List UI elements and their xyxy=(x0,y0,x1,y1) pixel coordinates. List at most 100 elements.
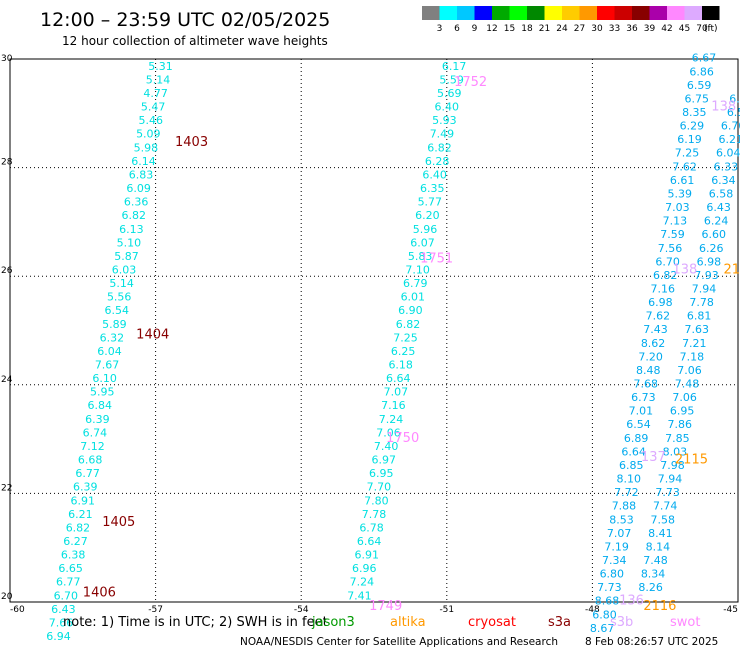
colorbar-swatch xyxy=(632,6,650,20)
track-point: 7.62 xyxy=(646,310,671,323)
track-point: 6.40 xyxy=(422,168,447,181)
track-point: 7.98 xyxy=(660,459,685,472)
track-point: 7.49 xyxy=(430,128,455,141)
track-point: 7.12 xyxy=(80,440,105,453)
track-point: 6.82 xyxy=(66,521,91,534)
track-point: 5.59 xyxy=(439,73,464,86)
track-point: 7.48 xyxy=(643,554,668,567)
track-point: 6.95 xyxy=(369,467,394,480)
plot-frame xyxy=(9,58,739,603)
track-point: 8.35 xyxy=(682,106,707,119)
track-point: 6.95 xyxy=(670,405,695,418)
track-point: 6.65 xyxy=(58,562,83,575)
track-point: 6.04 xyxy=(97,345,122,358)
track-point: 5.77 xyxy=(418,196,443,209)
track-point: 8.48 xyxy=(636,364,661,377)
track-point: 8.10 xyxy=(617,473,642,486)
track-point: 5.96 xyxy=(413,223,438,236)
track-point: 6.68 xyxy=(78,454,103,467)
track-point: 6.73 xyxy=(631,391,656,404)
track-point: 5.31 xyxy=(148,60,173,73)
pass-label: 138 xyxy=(672,262,697,277)
colorbar-unit: (ft) xyxy=(704,24,718,34)
track-point: 7.88 xyxy=(612,500,637,513)
track-point: 5.39 xyxy=(668,187,693,200)
legend-entry: s3b xyxy=(610,615,633,630)
track-point: 7.07 xyxy=(384,386,409,399)
track-point: 6.79 xyxy=(403,277,428,290)
track-point: 8.53 xyxy=(609,513,634,526)
pass-label: 136 xyxy=(619,594,644,609)
colorbar-swatch xyxy=(527,6,545,20)
track-point: 7.70 xyxy=(367,481,392,494)
colorbar-label: 45 xyxy=(679,24,690,34)
track-point: 7.16 xyxy=(381,399,406,412)
colorbar-swatch xyxy=(474,6,492,20)
track-point: 5.14 xyxy=(146,73,171,86)
x-tick-label: -57 xyxy=(148,605,163,615)
pass-label: 2116 xyxy=(643,599,676,614)
track-point: 5.83 xyxy=(408,250,433,263)
pass-label: 137 xyxy=(641,450,666,465)
track-point: 6.21 xyxy=(68,508,93,521)
pass-label: 1750 xyxy=(386,431,419,446)
chart-subtitle: 12 hour collection of altimeter wave hei… xyxy=(62,34,328,48)
track-point: 8.41 xyxy=(648,527,673,540)
y-tick-label: 28 xyxy=(1,158,13,168)
track-point: 7.62 xyxy=(672,160,697,173)
track-point: 6.39 xyxy=(85,413,110,426)
track-point: 6.82 xyxy=(427,141,452,154)
pass-label: 21 xyxy=(723,262,740,277)
colorbar-swatch xyxy=(579,6,597,20)
y-tick-label: 26 xyxy=(1,266,13,276)
track-point: 7.86 xyxy=(668,418,693,431)
track-point: 6.43 xyxy=(706,201,731,214)
legend-entry: cryosat xyxy=(468,615,516,630)
track-point: 7.94 xyxy=(658,473,683,486)
track-point: 7.06 xyxy=(677,364,702,377)
track-point: 7.78 xyxy=(689,296,714,309)
footer-timestamp: 8 Feb 08:26:57 UTC 2025 xyxy=(585,636,718,648)
track-point: 5.95 xyxy=(90,386,115,399)
colorbar-swatch xyxy=(684,6,702,20)
colorbar: 3 6 9 12 15 18 21 24 27 30 33 36 39 42 45 70(ft) xyxy=(422,6,720,34)
track-point: 6.58 xyxy=(709,187,734,200)
track-point: 6.54 xyxy=(105,304,130,317)
track-point: 6.64 xyxy=(621,445,646,458)
track-point: 7.01 xyxy=(629,405,654,418)
colorbar-label: 18 xyxy=(521,24,533,34)
track-point: 6.60 xyxy=(701,228,726,241)
track-point: 7.94 xyxy=(692,282,717,295)
track-point: 6.80 xyxy=(592,608,617,621)
track-point: 6.61 xyxy=(670,174,695,187)
track-point: 7.16 xyxy=(651,282,676,295)
track-point: 6.03 xyxy=(112,263,137,276)
pass-label: 1404 xyxy=(136,328,169,343)
y-tick-label: 30 xyxy=(1,54,13,64)
track-point: 7.78 xyxy=(362,508,387,521)
colorbar-label: 24 xyxy=(556,24,568,34)
pass-labels: 1403 1404 1405 1406 1752 1751 1750 1749 138 138 13… xyxy=(83,75,740,614)
track-point: 6.70 xyxy=(54,589,79,602)
legend-entry: altika xyxy=(390,615,426,630)
track-point: 6.77 xyxy=(56,576,81,589)
track-point: 8.67 xyxy=(590,622,615,635)
pass-label: 1406 xyxy=(83,586,116,601)
track-point: 6.94 xyxy=(46,630,71,643)
track-point: 6.83 xyxy=(129,168,154,181)
track-point: 7.18 xyxy=(680,350,705,363)
footer-credit: NOAA/NESDIS Center for Satellite Applica… xyxy=(240,636,558,648)
track-point: 5.14 xyxy=(109,277,134,290)
track-point: 7.72 xyxy=(614,486,639,499)
track-point: 6.40 xyxy=(435,101,460,114)
track-point: 5.10 xyxy=(117,236,142,249)
track-point: 6.17 xyxy=(442,60,467,73)
track-point: 6.70 xyxy=(721,120,740,133)
colorbar-swatch xyxy=(562,6,580,20)
track-point: 7.06 xyxy=(672,391,697,404)
track-point: 6.34 xyxy=(711,174,736,187)
track-point: 6.91 xyxy=(354,549,379,562)
track-point: 5.98 xyxy=(134,141,159,154)
track-point: 7.74 xyxy=(653,500,678,513)
